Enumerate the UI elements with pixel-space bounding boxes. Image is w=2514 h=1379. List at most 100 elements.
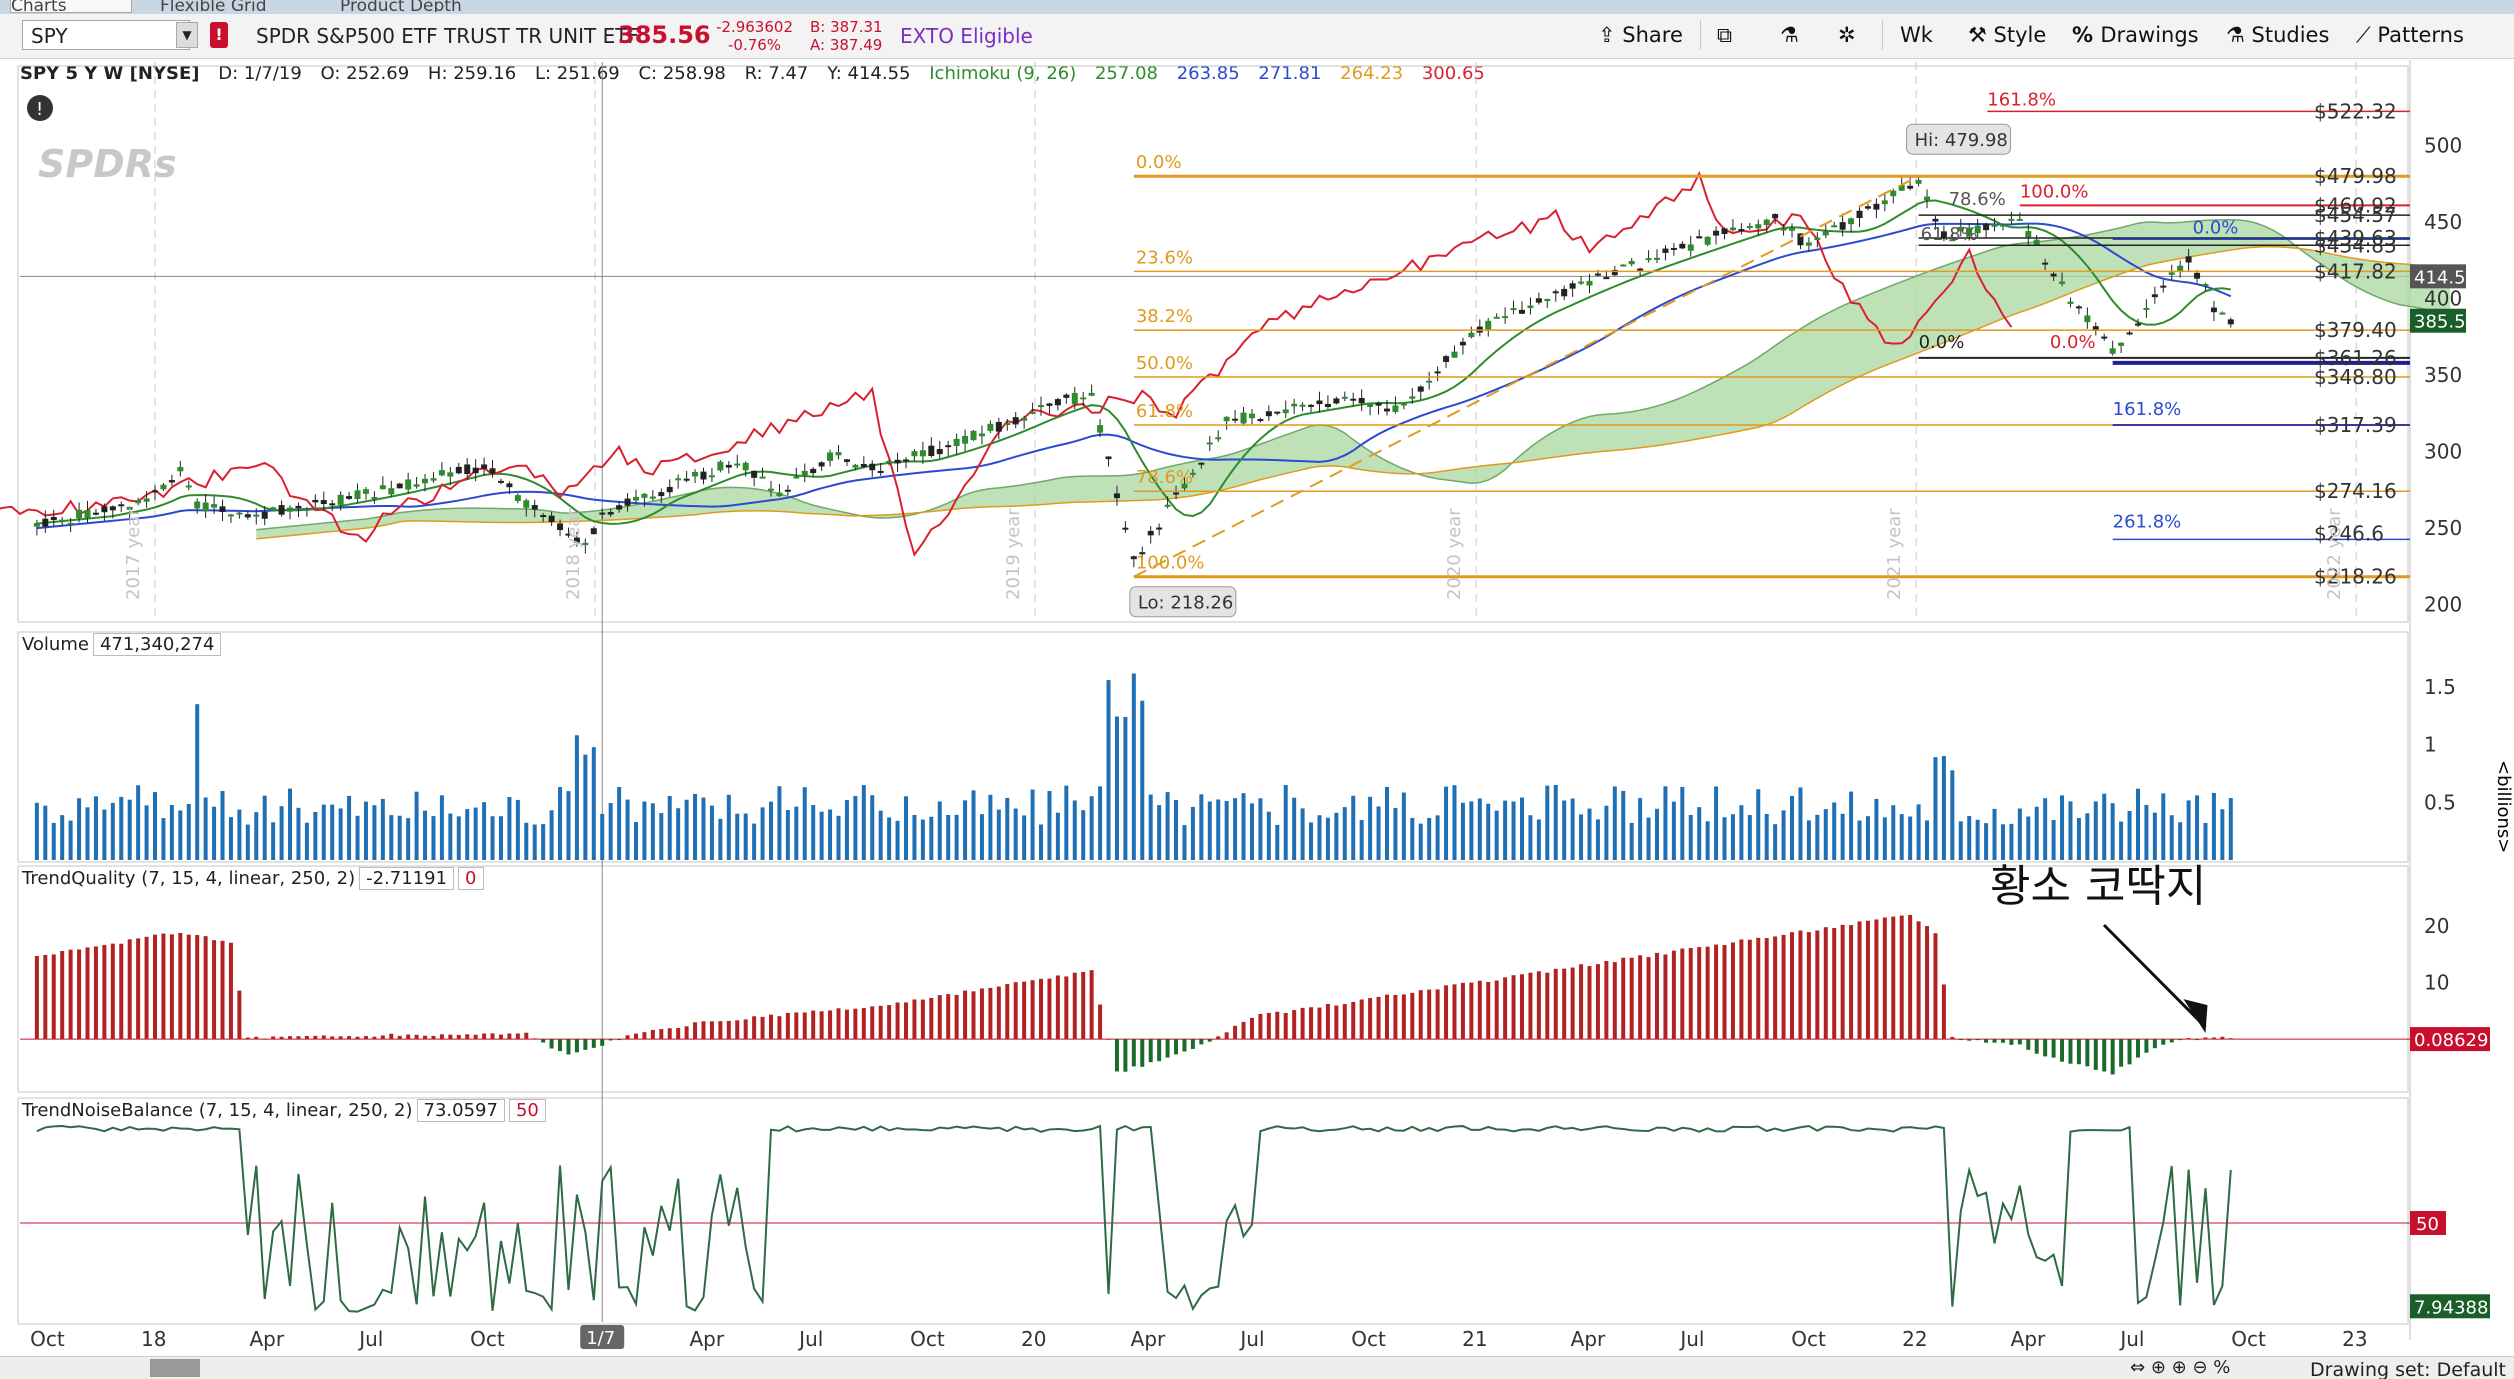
chart-sharing-button[interactable]: ⧉ — [1717, 18, 1732, 52]
trendquality-bar — [1022, 981, 1027, 1040]
studies-button[interactable]: ⚗ Studies — [2226, 18, 2329, 52]
volume-bar — [895, 820, 900, 860]
candle-body — [2042, 262, 2049, 265]
candle-body — [2109, 348, 2116, 354]
candle-body — [1265, 411, 1272, 417]
trendquality-bar — [1992, 1039, 1997, 1043]
volume-bar — [1730, 814, 1735, 860]
volume-bar — [887, 817, 892, 860]
zoom-controls[interactable]: ⇔ ⊕ ⊕ ⊖ % — [2130, 1357, 2230, 1378]
trendquality-bar — [1334, 1005, 1339, 1040]
trendquality-bar — [633, 1033, 638, 1040]
volume-bar — [1368, 796, 1373, 860]
crosshair-date-label: 1/7 — [586, 1328, 615, 1349]
style-button[interactable]: ⚒ Style — [1968, 18, 2046, 52]
volume-bar — [861, 785, 866, 860]
tab-product-depth-label: Product Depth — [340, 0, 462, 12]
volume-pane-label[interactable]: Volume 471,340,274 — [22, 633, 222, 657]
volume-bar — [1832, 802, 1837, 860]
candle-body — [1156, 527, 1163, 530]
candle-body — [1822, 231, 1829, 236]
trendquality-bar — [988, 987, 993, 1040]
ichimoku-value: 263.85 — [1176, 63, 1240, 84]
candle-body — [1603, 277, 1610, 280]
trendquality-bar — [1663, 954, 1668, 1040]
trendquality-bar — [2195, 1039, 2200, 1041]
trendquality-bar — [439, 1034, 444, 1040]
volume-bar — [904, 796, 909, 860]
volume-bar — [1941, 756, 1946, 860]
trendquality-bar — [1764, 938, 1769, 1040]
trendquality-bar — [1266, 1012, 1271, 1040]
trendquality-bar — [524, 1032, 529, 1040]
volume-bar — [1384, 786, 1389, 860]
trendquality-bar — [2135, 1039, 2140, 1058]
flask-button[interactable]: ⚗ — [1780, 18, 1799, 52]
candle-body — [1839, 222, 1846, 230]
candle-body — [692, 471, 699, 477]
trendquality-bar — [136, 938, 141, 1040]
candle-body — [2210, 307, 2217, 313]
scroll-thumb[interactable] — [150, 1359, 200, 1377]
share-button[interactable]: ⇪ Share — [1598, 18, 1683, 52]
trendquality-bar — [1832, 928, 1837, 1040]
fib-price-label: $379.40 — [2314, 318, 2397, 342]
volume-bar — [659, 813, 664, 860]
symbol-input[interactable]: SPY — [22, 20, 190, 50]
volume-bar — [1030, 789, 1035, 860]
candle-body — [118, 504, 125, 507]
candle-body — [734, 463, 741, 466]
volume-bar — [2009, 823, 2014, 860]
tab-flexible-grid[interactable]: Flexible Grid — [160, 0, 320, 12]
trendquality-bar — [1190, 1039, 1195, 1049]
trendquality-bar — [591, 1039, 596, 1048]
candle-body — [227, 514, 234, 517]
volume-bar — [153, 792, 158, 860]
drawing-set-label[interactable]: Drawing set: Default — [2310, 1359, 2506, 1379]
trendquality-bar — [1418, 990, 1423, 1040]
alert-icon[interactable]: ! — [210, 22, 228, 48]
fib-price-label: $522.32 — [2314, 99, 2397, 123]
candle-body — [1864, 206, 1871, 209]
volume-bar — [963, 800, 968, 860]
candle-body — [1687, 244, 1694, 251]
ichimoku-label[interactable]: Ichimoku (9, 26) — [929, 63, 1077, 84]
trendquality-bar — [321, 1035, 326, 1040]
trendquality-bar — [363, 1036, 368, 1040]
volume-bar — [2085, 813, 2090, 860]
candle-body — [1518, 309, 1525, 314]
trendquality-bar — [1207, 1039, 1212, 1042]
trendquality-bar — [659, 1029, 664, 1040]
candle-body — [1561, 288, 1568, 297]
fib-price-label: $246.6 — [2314, 521, 2384, 545]
timeframe-button[interactable]: Wk — [1900, 18, 1933, 52]
trendnoise-pane-label[interactable]: TrendNoiseBalance (7, 15, 4, linear, 250… — [22, 1099, 546, 1123]
trendquality-bar — [1781, 934, 1786, 1040]
volume-bar — [448, 813, 453, 860]
candle-body — [675, 478, 682, 481]
drawings-button[interactable]: % Drawings — [2072, 18, 2199, 52]
volume-bar — [2093, 801, 2098, 860]
trendquality-bar — [2178, 1039, 2183, 1041]
candle-body — [295, 505, 302, 509]
tab-charts[interactable]: Charts — [10, 0, 132, 13]
trendquality-pane-label[interactable]: TrendQuality (7, 15, 4, linear, 250, 2) -… — [22, 867, 484, 891]
volume-bar — [1309, 822, 1314, 860]
trendquality-bar — [1401, 994, 1406, 1040]
patterns-button[interactable]: ⟋ Patterns — [2356, 18, 2464, 52]
candle-body — [548, 515, 555, 522]
volume-bar — [676, 808, 681, 860]
candle-body — [2050, 273, 2057, 277]
trendquality-bar — [456, 1034, 461, 1040]
symbol-dropdown-button[interactable]: ▼ — [176, 22, 198, 48]
settings-button[interactable]: ✲ — [1838, 18, 1856, 52]
volume-bar — [693, 793, 698, 860]
volume-bar — [920, 819, 925, 860]
ask-price: A: 387.49 — [810, 36, 883, 54]
tab-product-depth[interactable]: Product Depth — [340, 0, 500, 12]
candle-body — [1105, 456, 1112, 460]
fib-small-label: 0.0% — [1919, 332, 1965, 353]
trendquality-bar — [1444, 985, 1449, 1040]
volume-bar — [617, 787, 622, 860]
